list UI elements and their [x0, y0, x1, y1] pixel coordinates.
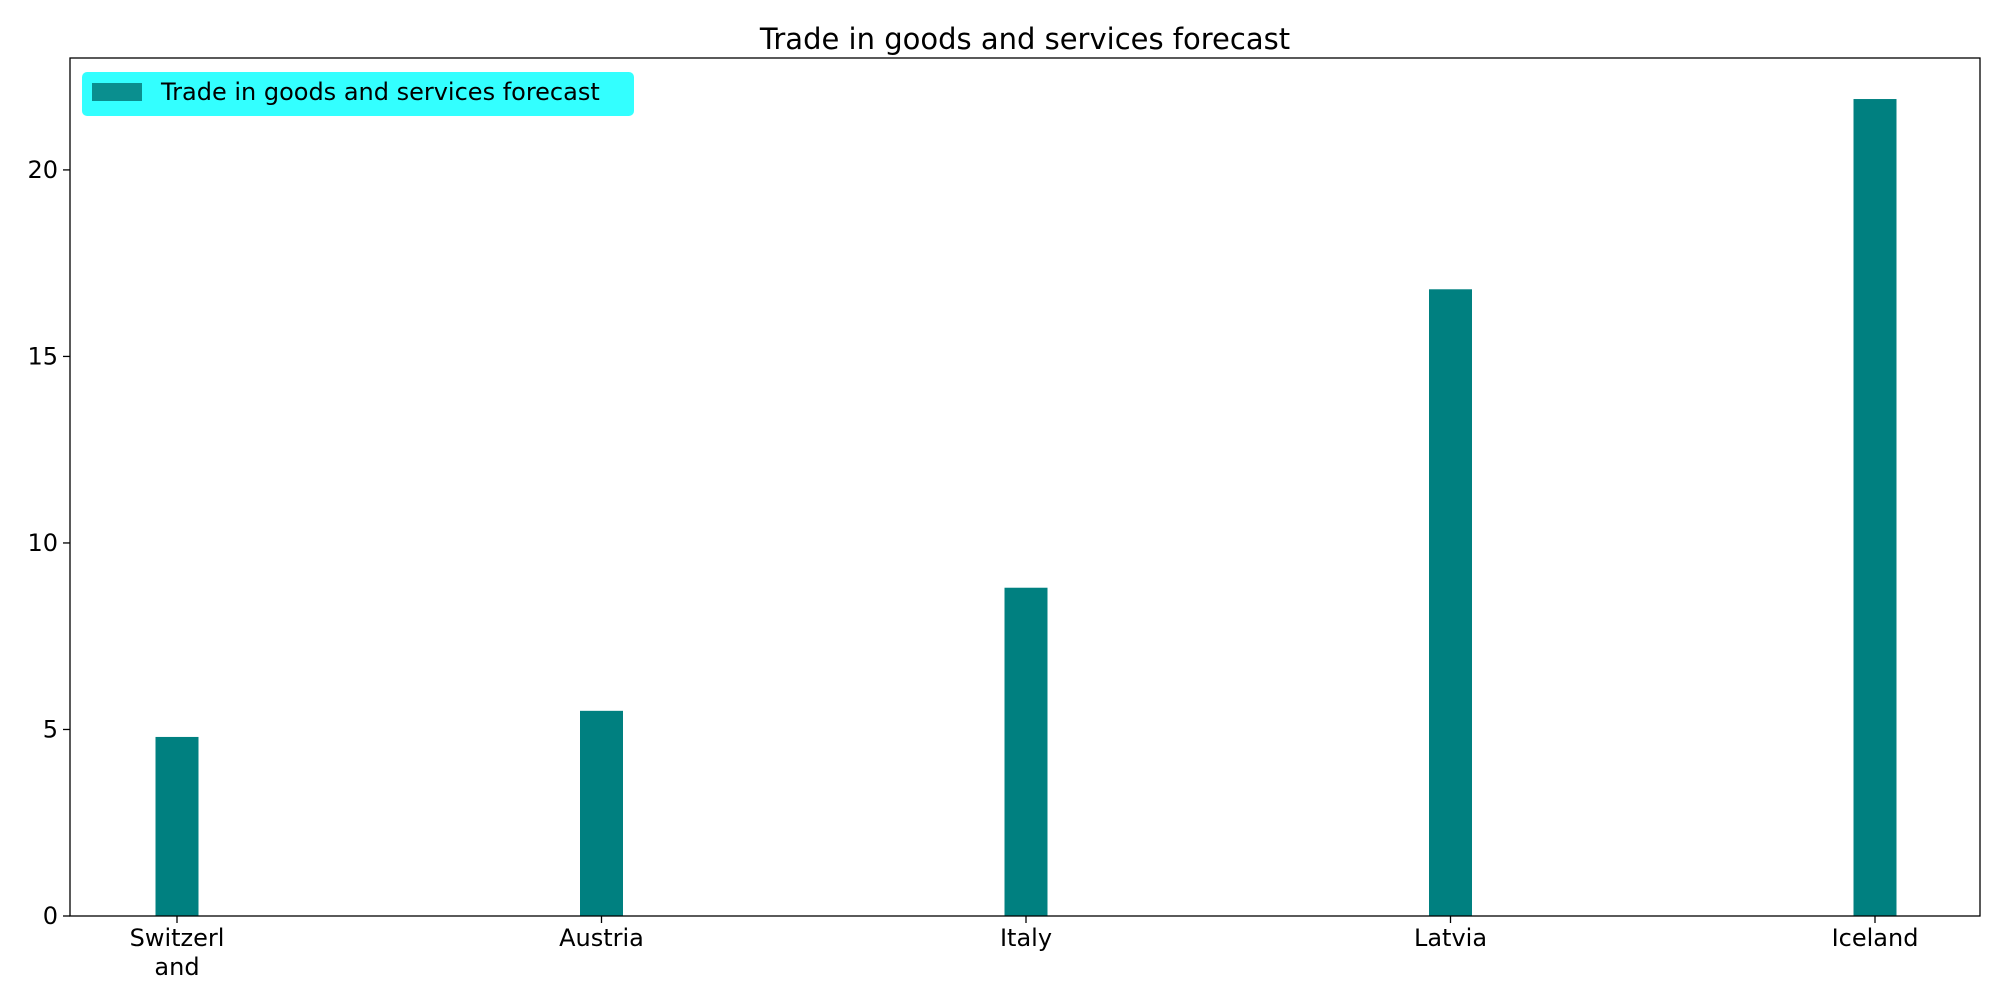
bar-iceland	[1853, 99, 1897, 916]
x-tick-label: Italy	[1000, 924, 1052, 952]
y-tick-label: 0	[43, 902, 58, 930]
bar-latvia	[1429, 289, 1472, 916]
bar-austria	[580, 710, 623, 916]
bar-switzerland	[155, 736, 199, 916]
y-tick-label: 10	[27, 529, 58, 557]
y-axis: 0 5 10 15 20	[27, 156, 70, 930]
x-tick-label: Switzerl and	[130, 924, 225, 981]
y-tick-label: 5	[43, 715, 58, 743]
plot-frame	[69, 57, 1981, 917]
x-axis: Switzerl and Austria Italy Latvia Iceland	[130, 916, 1919, 981]
y-tick-label: 20	[27, 156, 58, 184]
y-tick-label: 15	[27, 342, 58, 370]
x-tick-label: Iceland	[1832, 924, 1919, 952]
chart-title: Trade in goods and services forecast	[759, 22, 1290, 56]
bar-italy	[1004, 587, 1048, 916]
x-tick-label: Latvia	[1414, 924, 1487, 952]
legend-swatch	[92, 83, 142, 101]
legend-box	[82, 72, 634, 116]
bars-layer	[155, 99, 1897, 916]
legend: Trade in goods and services forecast	[82, 72, 634, 116]
x-tick-label: Austria	[559, 924, 644, 952]
legend-label: Trade in goods and services forecast	[160, 78, 600, 106]
